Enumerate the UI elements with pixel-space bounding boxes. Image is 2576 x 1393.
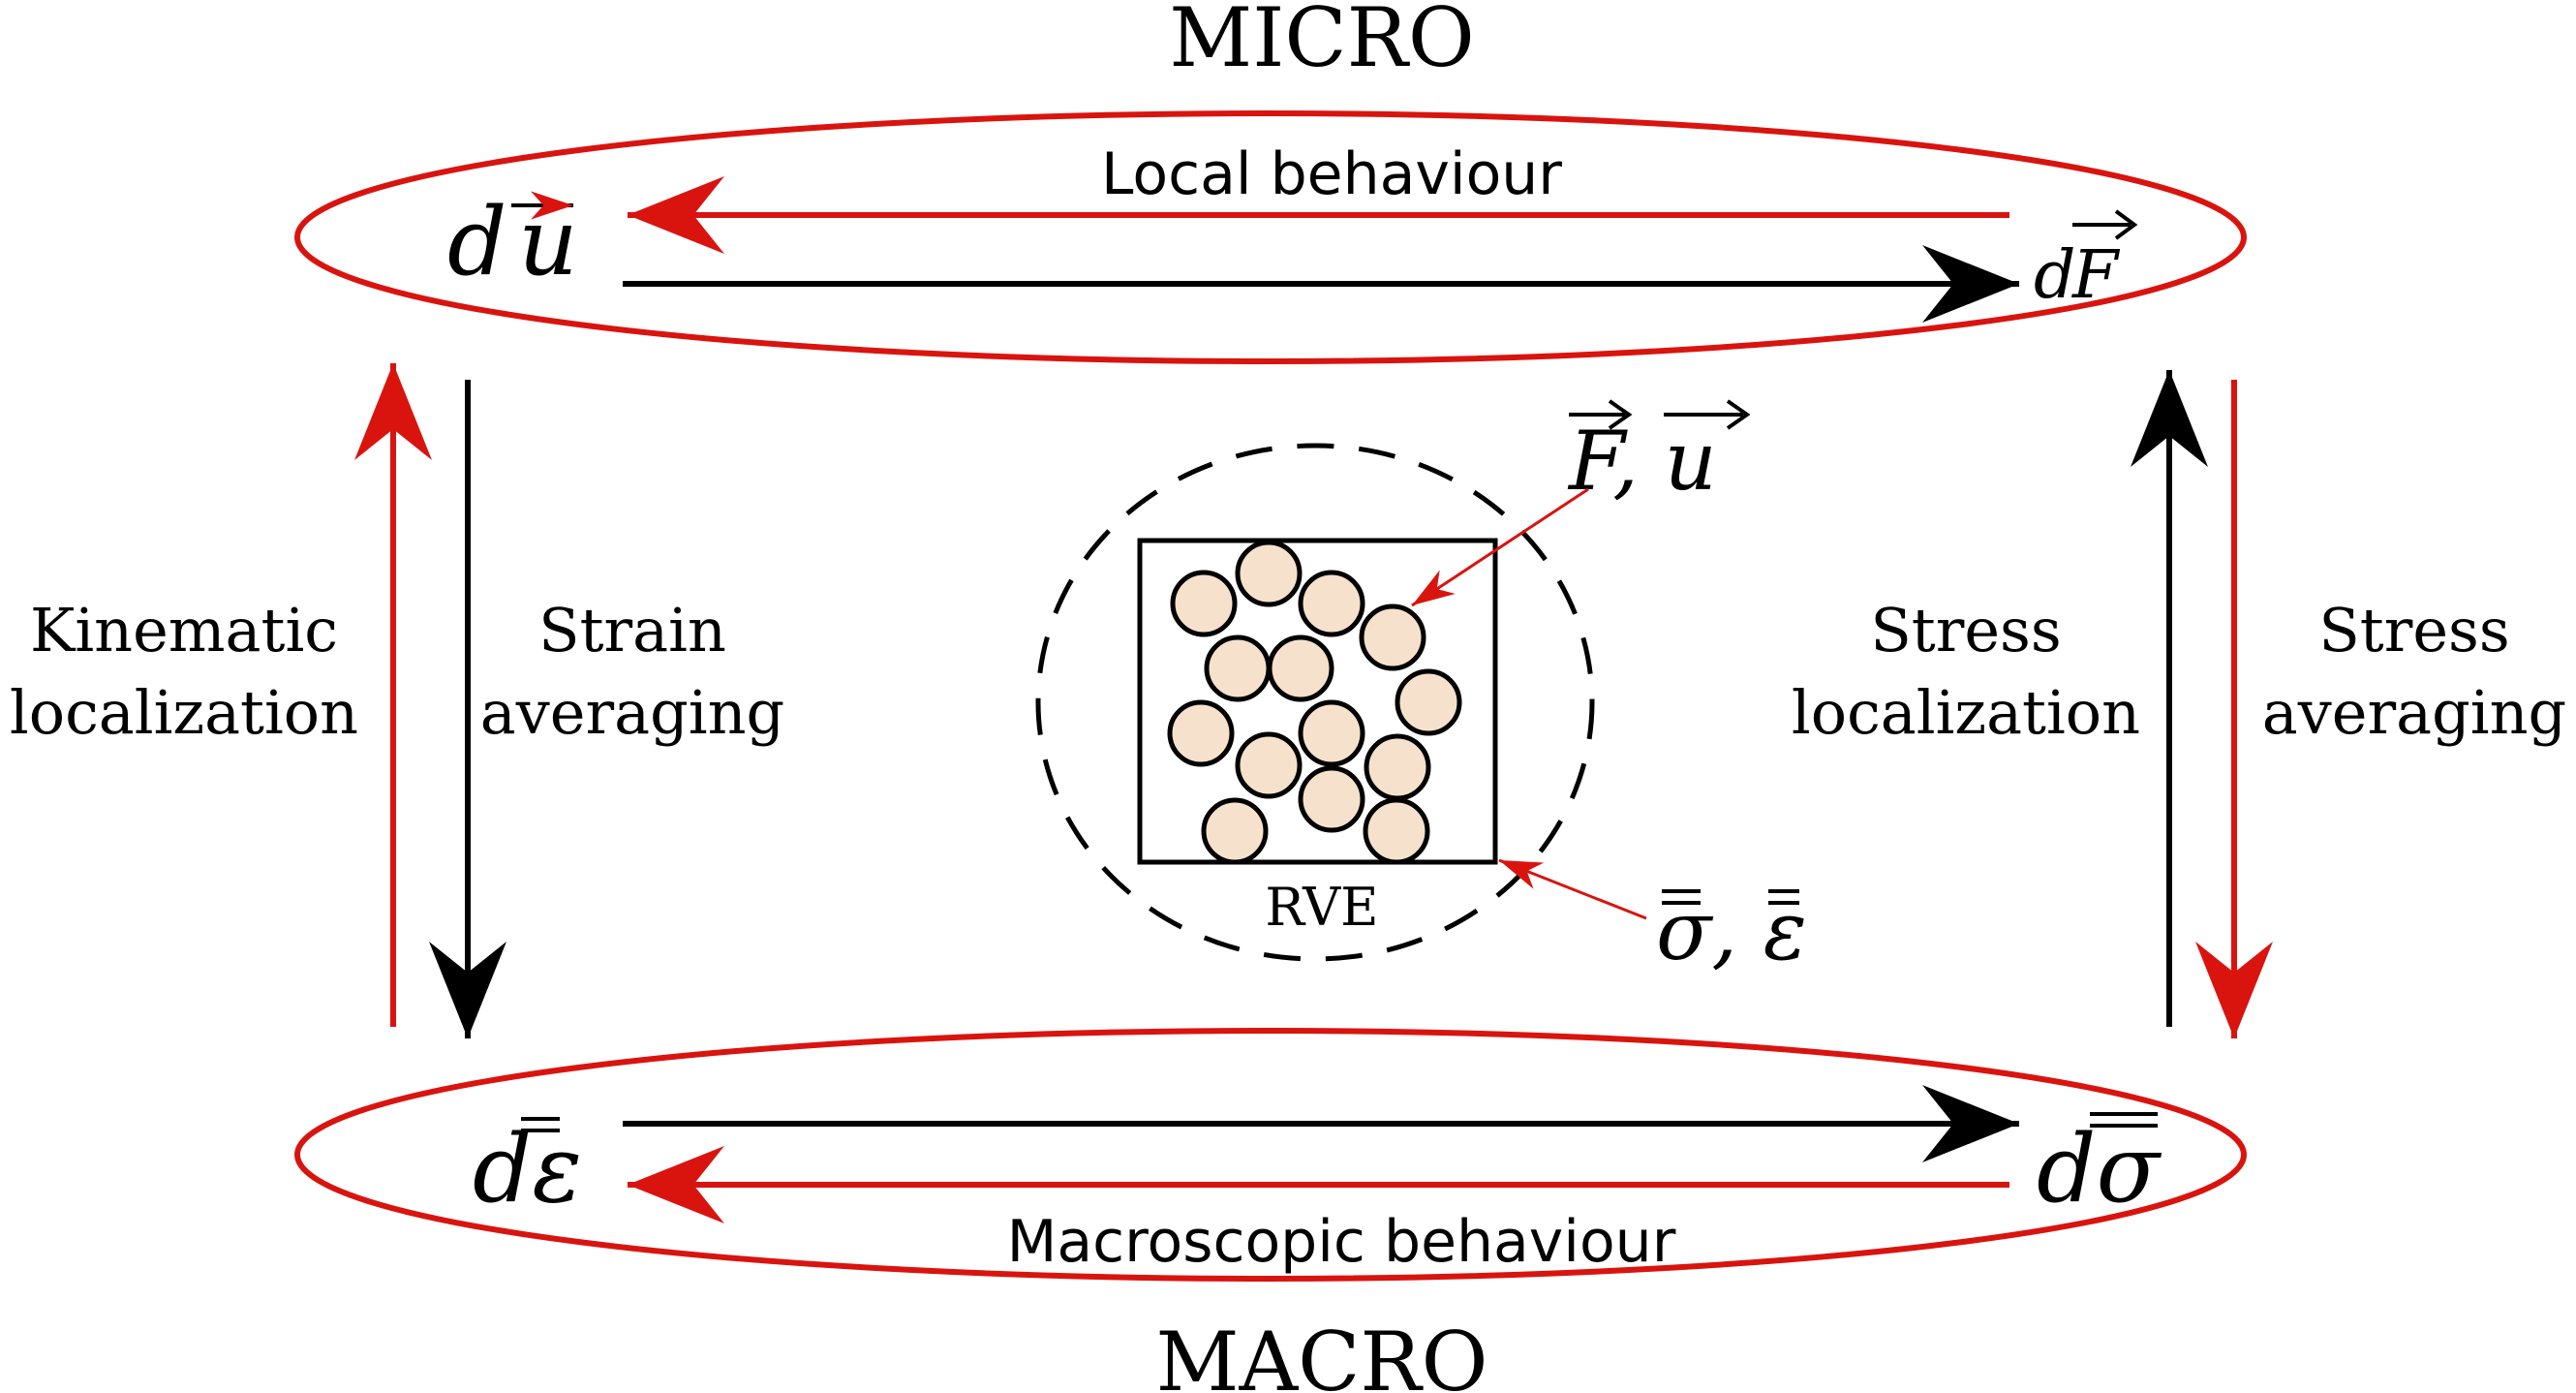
svg-text:d: d xyxy=(2034,237,2076,314)
macroscopic-behaviour-label: Macroscopic behaviour xyxy=(1007,1208,1676,1276)
strain-label-line2: averaging xyxy=(480,677,784,748)
svg-text:dσ: dσ xyxy=(2037,1115,2162,1223)
particle xyxy=(1359,604,1426,671)
stress-localization-label-line2: localization xyxy=(1792,677,2140,748)
particle xyxy=(1235,540,1303,607)
micro-du-symbol: d u xyxy=(447,188,578,296)
particle xyxy=(1267,635,1334,702)
stress-localization-label-line1: Stress xyxy=(1870,595,2061,666)
macro-dsigma-symbol: dσ xyxy=(2037,1112,2162,1223)
macro-ellipse xyxy=(294,1028,2247,1282)
rve-label: RVE xyxy=(1265,877,1378,938)
stress-averaging-label-line2: averaging xyxy=(2262,677,2566,748)
svg-text:dε: dε xyxy=(473,1115,582,1223)
particle xyxy=(1170,570,1238,637)
stress-averaging-label-line1: Stress xyxy=(2318,595,2509,666)
macro-annotation-pointer xyxy=(1498,858,1647,920)
particle xyxy=(1204,635,1272,702)
particle xyxy=(1235,731,1303,799)
particle xyxy=(1298,699,1365,767)
kinematic-label-line2: localization xyxy=(10,677,358,748)
particle xyxy=(1363,797,1430,865)
micro-df-symbol: d F xyxy=(2034,209,2138,314)
rve-micro-annotation: F, u xyxy=(1567,399,1751,509)
vector-arrowhead-icon xyxy=(2114,209,2138,240)
svg-text:d: d xyxy=(447,188,506,296)
particle xyxy=(1201,797,1269,865)
particle xyxy=(1298,570,1365,637)
particle xyxy=(1395,668,1462,736)
svg-text:F, u: F, u xyxy=(1567,414,1717,509)
particle xyxy=(1298,765,1365,833)
local-behaviour-label: Local behaviour xyxy=(1101,140,1562,208)
particle xyxy=(1167,699,1235,767)
macro-deps-symbol: dε xyxy=(473,1115,582,1223)
strain-label-line1: Strain xyxy=(538,595,726,666)
rve-macro-annotation: σ, ε xyxy=(1656,883,1807,978)
kinematic-label-line1: Kinematic xyxy=(30,595,338,666)
macro-title: MACRO xyxy=(1155,1315,1487,1393)
particle xyxy=(1364,733,1431,801)
rve-particles xyxy=(1167,540,1462,865)
micro-title: MICRO xyxy=(1169,0,1475,85)
svg-text:σ, ε: σ, ε xyxy=(1656,883,1807,978)
rve-dashed-boundary xyxy=(1035,443,1595,962)
micro-ellipse xyxy=(294,110,2247,364)
svg-text:F: F xyxy=(2070,237,2121,314)
micro-annotation-pointer xyxy=(1411,487,1589,607)
